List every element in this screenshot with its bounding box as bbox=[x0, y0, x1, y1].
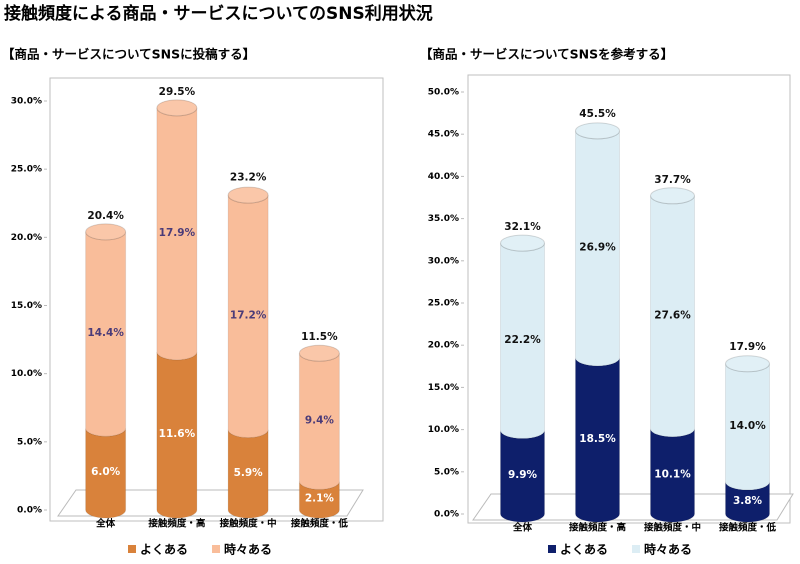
x-tick-label: 接触頻度・低 bbox=[719, 522, 777, 534]
legend-swatch bbox=[212, 545, 221, 553]
y-tick-label: 45.0% bbox=[428, 130, 459, 140]
legend-label: 時々ある bbox=[224, 542, 272, 557]
total-label: 29.5% bbox=[159, 86, 196, 98]
y-tick-label: 15.0% bbox=[428, 383, 459, 393]
value-label: 9.4% bbox=[305, 414, 335, 426]
value-label: 11.6% bbox=[159, 428, 196, 440]
bar-top bbox=[725, 355, 770, 373]
bar-top bbox=[227, 186, 269, 204]
plot-frame bbox=[467, 74, 791, 524]
value-label: 6.0% bbox=[91, 466, 121, 478]
x-tick-label: 全体 bbox=[512, 522, 533, 534]
value-label: 17.9% bbox=[159, 227, 196, 239]
legend-label: よくある bbox=[560, 543, 608, 557]
y-tick-label: 20.0% bbox=[428, 341, 459, 351]
total-label: 23.2% bbox=[230, 172, 267, 184]
value-label: 3.8% bbox=[733, 495, 763, 507]
y-tick-label: 5.0% bbox=[17, 437, 42, 447]
x-tick-label: 接触頻度・高 bbox=[148, 518, 206, 530]
total-label: 37.7% bbox=[654, 174, 691, 186]
page-title: 接触頻度による商品・サービスについてのSNS利用状況 bbox=[4, 3, 433, 24]
y-tick-label: 25.0% bbox=[428, 299, 459, 309]
total-label: 32.1% bbox=[504, 221, 541, 233]
value-label: 22.2% bbox=[504, 334, 541, 346]
bar-top bbox=[298, 344, 340, 362]
y-tick-label: 0.0% bbox=[17, 506, 42, 516]
legend-swatch bbox=[128, 545, 136, 553]
bar-top bbox=[85, 223, 127, 241]
x-tick-label: 接触頻度・高 bbox=[569, 522, 627, 534]
y-tick-label: 5.0% bbox=[434, 467, 459, 477]
bar-top bbox=[650, 187, 695, 205]
value-label: 14.0% bbox=[729, 420, 766, 432]
legend-swatch bbox=[548, 545, 556, 553]
plot-frame bbox=[49, 77, 384, 522]
total-label: 45.5% bbox=[579, 108, 616, 120]
y-tick-label: 15.0% bbox=[11, 301, 42, 311]
legend-label: よくある bbox=[140, 543, 188, 557]
legend-swatch bbox=[632, 545, 641, 553]
value-label: 2.1% bbox=[305, 493, 335, 505]
y-tick-label: 50.0% bbox=[428, 88, 459, 98]
value-label: 17.2% bbox=[230, 309, 267, 321]
value-label: 9.9% bbox=[508, 469, 538, 481]
x-tick-label: 接触頻度・低 bbox=[291, 518, 349, 530]
bar-top bbox=[575, 122, 620, 140]
y-tick-label: 20.0% bbox=[11, 233, 42, 243]
y-tick-label: 10.0% bbox=[428, 425, 459, 435]
value-label: 10.1% bbox=[654, 468, 691, 480]
total-label: 17.9% bbox=[729, 341, 766, 353]
value-label: 26.9% bbox=[579, 241, 616, 253]
y-tick-label: 25.0% bbox=[11, 165, 42, 175]
x-tick-label: 接触頻度・中 bbox=[220, 518, 277, 530]
value-label: 18.5% bbox=[579, 433, 616, 445]
chart-subtitle: 【商品・サービスについてSNSを参考する】 bbox=[420, 47, 673, 62]
y-tick-label: 30.0% bbox=[11, 97, 42, 107]
y-tick-label: 35.0% bbox=[428, 214, 459, 224]
x-tick-label: 全体 bbox=[95, 518, 116, 530]
x-tick-label: 接触頻度・中 bbox=[644, 522, 701, 534]
bar-top bbox=[500, 234, 545, 252]
total-label: 20.4% bbox=[87, 210, 124, 222]
value-label: 27.6% bbox=[654, 309, 691, 321]
total-label: 11.5% bbox=[301, 331, 338, 343]
y-tick-label: 0.0% bbox=[434, 510, 459, 520]
chart-subtitle: 【商品・サービスについてSNSに投稿する】 bbox=[2, 47, 255, 62]
bar-top bbox=[156, 99, 198, 117]
y-tick-label: 30.0% bbox=[428, 256, 459, 266]
legend-label: 時々ある bbox=[644, 542, 692, 557]
value-label: 14.4% bbox=[87, 327, 124, 339]
y-tick-label: 40.0% bbox=[428, 172, 459, 182]
value-label: 5.9% bbox=[234, 467, 264, 479]
y-tick-label: 10.0% bbox=[11, 369, 42, 379]
